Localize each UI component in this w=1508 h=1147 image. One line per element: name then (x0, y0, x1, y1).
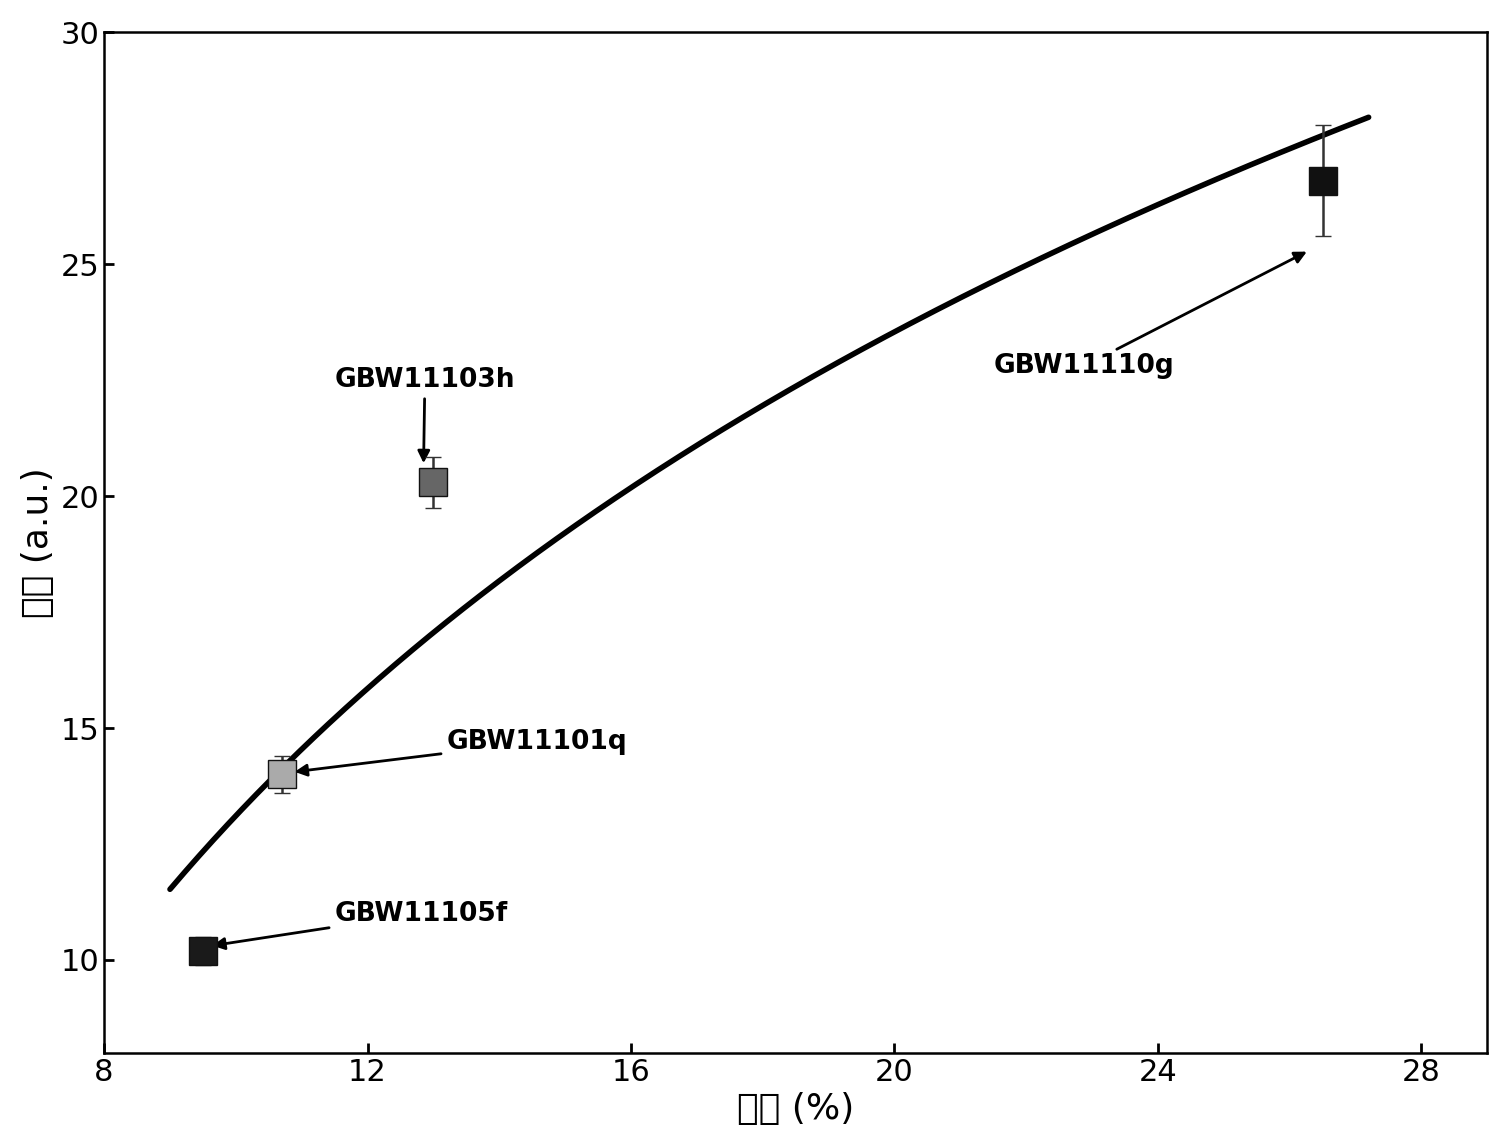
Text: GBW11103h: GBW11103h (335, 367, 516, 460)
Y-axis label: 振幅 (a.u.): 振幅 (a.u.) (21, 467, 54, 618)
Text: GBW11110g: GBW11110g (994, 253, 1304, 380)
X-axis label: 灰分 (%): 灰分 (%) (737, 1092, 854, 1126)
Text: GBW11105f: GBW11105f (216, 900, 508, 949)
Text: GBW11101q: GBW11101q (297, 729, 627, 775)
